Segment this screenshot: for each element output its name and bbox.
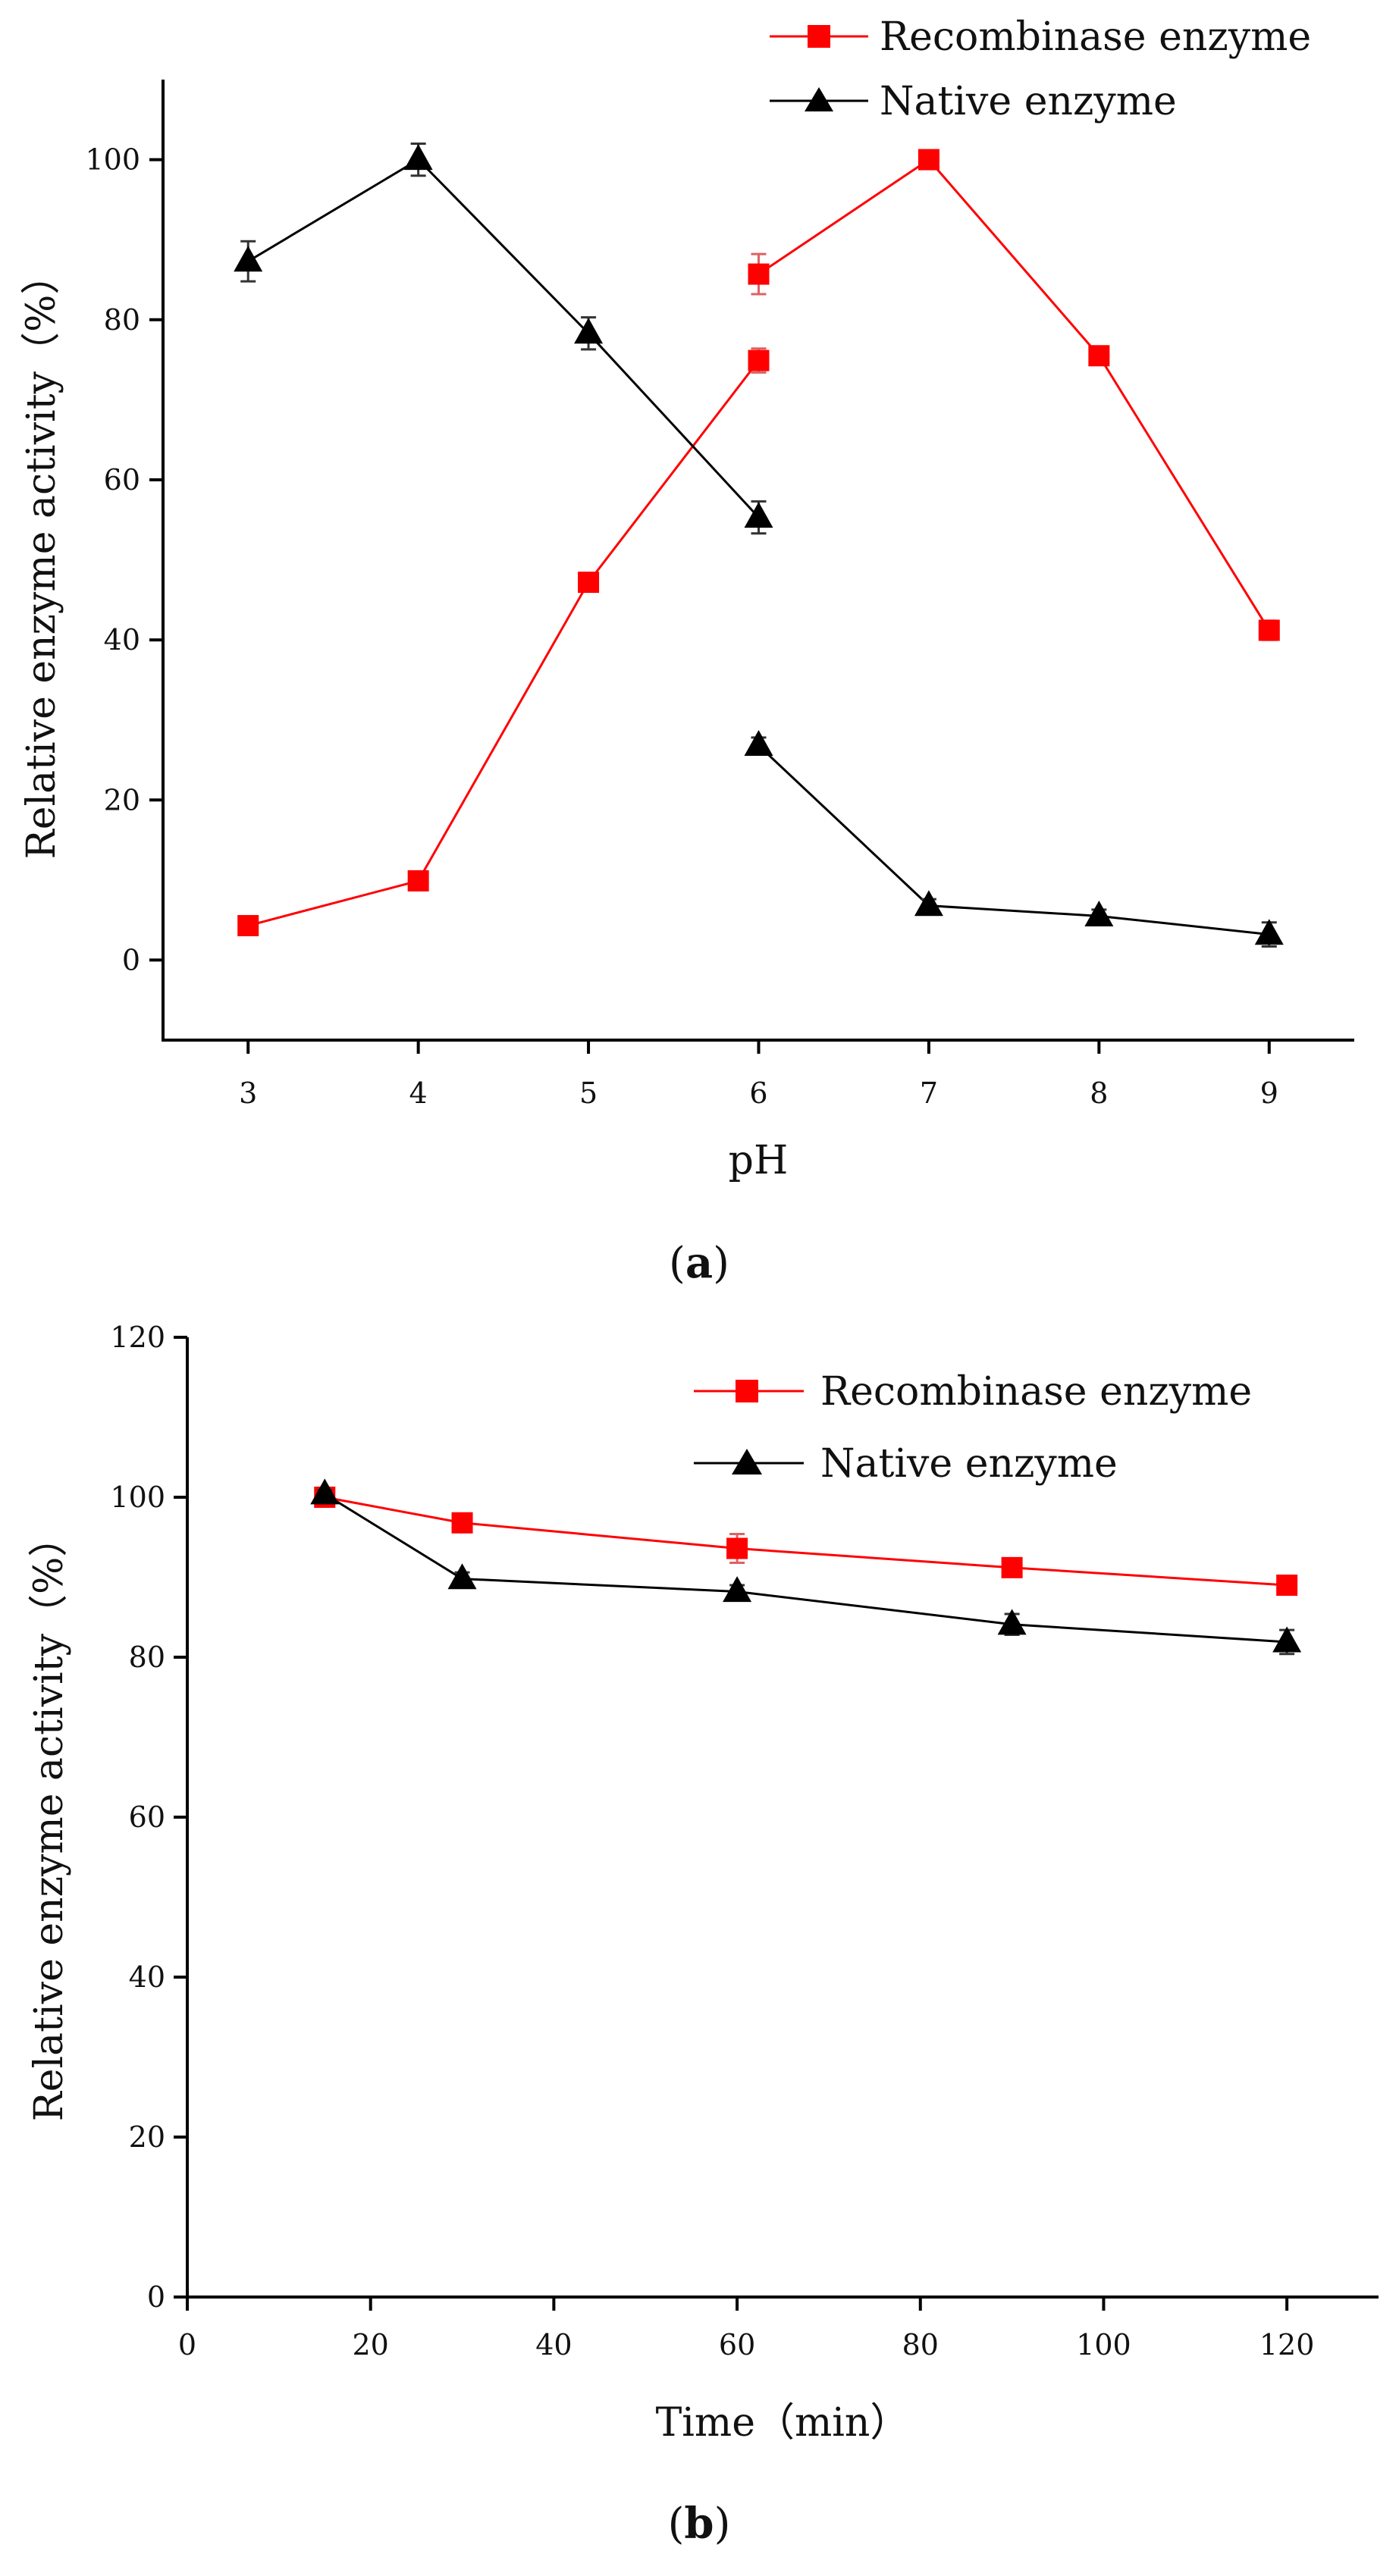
y-tick-label-b-3: 60 [129, 1800, 165, 1834]
y-tick-label-a-1: 20 [104, 783, 140, 816]
data-point-native-b-0-4 [1272, 1626, 1302, 1653]
legend-label-native-a: Native enzyme [880, 79, 1177, 124]
data-point-recombinase-a-0-3 [748, 349, 770, 371]
y-tick-label-b-0: 0 [147, 2280, 165, 2314]
x-tick-label-b-0: 0 [178, 2328, 196, 2361]
data-point-native-a-0-3 [744, 502, 773, 528]
legend-label-native-b: Native enzyme [820, 1441, 1118, 1487]
panel-label-a: (a) [669, 1238, 729, 1288]
x-axis-label-a: pH [729, 1138, 789, 1183]
legend-marker-native-b [732, 1449, 762, 1474]
data-point-native-a-0-2 [574, 318, 604, 344]
data-point-recombinase-a-0-2 [578, 572, 600, 594]
y-tick-label-a-0: 0 [122, 943, 140, 976]
y-axis-label-b: Relative enzyme activity（%） [27, 1518, 72, 2122]
y-tick-label-a-2: 40 [104, 623, 140, 657]
x-tick-label-a-6: 9 [1260, 1076, 1278, 1110]
series-line-recombinase-a-1 [758, 158, 1271, 631]
x-tick-label-a-3: 6 [749, 1076, 767, 1110]
data-point-recombinase-b-0-2 [726, 1537, 748, 1559]
data-point-native-b-0-2 [723, 1576, 752, 1603]
x-tick-label-b-4: 80 [902, 2328, 939, 2361]
data-point-recombinase-a-0-1 [407, 870, 429, 892]
data-point-native-a-0-0 [234, 246, 263, 272]
x-tick-label-a-5: 8 [1090, 1076, 1108, 1110]
y-tick-label-b-4: 80 [129, 1641, 165, 1674]
data-point-recombinase-b-0-3 [1001, 1556, 1023, 1578]
x-tick-label-a-4: 7 [920, 1076, 938, 1110]
data-point-recombinase-a-1-1 [918, 149, 939, 171]
y-axis-label-a: Relative enzyme activity（%） [19, 255, 64, 860]
x-tick-label-b-3: 60 [719, 2328, 755, 2361]
y-tick-label-a-3: 60 [104, 463, 140, 497]
y-tick-label-a-4: 80 [104, 303, 140, 337]
legend-marker-native-a [805, 87, 833, 111]
data-point-native-b-0-1 [447, 1563, 477, 1590]
chart-panel-b: 0 20 40 60 80 100 120 0 20 40 60 80 100 120 Time（min）… [27, 1321, 1379, 2549]
y-tick-label-a-5: 100 [85, 143, 140, 177]
chart-panel-a: 3 4 5 6 7 8 9 0 20 40 60 80 100 pH Relative enzyme a… [19, 14, 1354, 1288]
ticks-b: 0 20 40 60 80 100 120 0 20 40 60 80 100 120 [110, 1321, 1314, 2361]
series-line-recombinase-a-0 [247, 359, 760, 927]
panel-label-b-letter: b [684, 2499, 714, 2549]
plot-area-a [234, 142, 1284, 948]
legend-label-recombinase-a: Recombinase enzyme [880, 14, 1311, 60]
data-point-native-b-0-0 [310, 1478, 340, 1505]
x-tick-label-b-6: 120 [1259, 2328, 1315, 2361]
y-tick-label-b-2: 40 [129, 1960, 165, 1994]
x-tick-label-a-0: 3 [239, 1076, 257, 1110]
y-tick-label-b-5: 100 [110, 1481, 165, 1514]
x-tick-label-a-2: 5 [579, 1076, 598, 1110]
legend-marker-recombinase-a [808, 25, 830, 48]
y-tick-label-b-6: 120 [110, 1321, 165, 1354]
x-tick-label-b-2: 40 [535, 2328, 572, 2361]
plot-area-b [310, 1478, 1302, 1656]
series-line-native-a-1 [758, 744, 1269, 936]
data-point-native-b-0-3 [997, 1609, 1027, 1635]
ticks-a: 3 4 5 6 7 8 9 0 20 40 60 80 100 [85, 143, 1278, 1110]
data-point-recombinase-a-0-0 [237, 915, 259, 937]
legend-a: Recombinase enzyme Native enzyme [770, 14, 1311, 124]
x-axis-label-b: Time（min） [656, 2400, 910, 2446]
x-tick-label-a-1: 4 [409, 1076, 428, 1110]
legend-label-recombinase-b: Recombinase enzyme [820, 1369, 1252, 1415]
panel-label-a-letter: a [685, 1238, 713, 1288]
x-tick-label-b-1: 20 [353, 2328, 389, 2361]
data-point-native-a-1-0 [744, 730, 773, 757]
data-point-native-a-0-1 [403, 144, 433, 171]
series-line-native-a-0 [247, 158, 760, 519]
x-tick-label-b-5: 100 [1076, 2328, 1131, 2361]
data-point-native-a-1-2 [1084, 900, 1114, 926]
data-point-native-a-1-1 [914, 890, 943, 917]
data-point-native-a-1-3 [1254, 919, 1284, 945]
panel-label-b: (b) [668, 2499, 731, 2549]
data-point-recombinase-b-0-4 [1276, 1575, 1298, 1597]
data-point-recombinase-a-1-0 [748, 263, 770, 285]
data-point-recombinase-a-1-2 [1088, 345, 1110, 367]
y-tick-label-b-1: 20 [129, 2120, 165, 2154]
data-point-recombinase-b-0-1 [451, 1512, 473, 1534]
legend-b: Recombinase enzyme Native enzyme [694, 1369, 1252, 1487]
data-point-recombinase-a-1-3 [1258, 619, 1280, 641]
legend-marker-recombinase-b [736, 1380, 758, 1402]
